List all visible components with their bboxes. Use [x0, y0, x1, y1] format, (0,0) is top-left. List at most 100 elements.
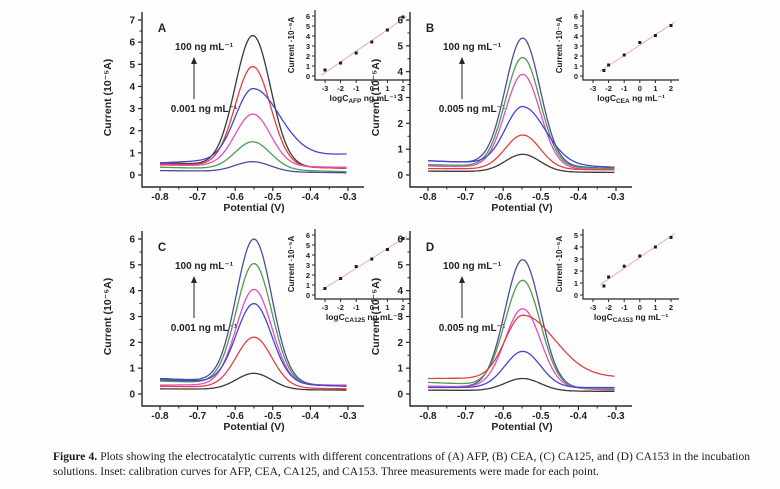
- x-tick-label: -0.3: [339, 192, 357, 203]
- x-tick-label: -0.7: [189, 411, 207, 422]
- x-tick-label: -0.4: [570, 411, 588, 422]
- x-tick-label: -0.8: [151, 192, 169, 203]
- voltammogram-curve-6: [428, 153, 615, 174]
- inset-y-tick-label: 5: [306, 241, 310, 250]
- panel-B: 0 1 2 3 4 5 6 -0.8 -0.7 -0.6 -0.5 -0.4 -0.3 Potential…: [322, 2, 679, 220]
- x-tick-label: -0.5: [264, 411, 282, 422]
- calibration-point-5: [653, 245, 657, 249]
- annotation-low-concentration: 0.005 ng mL⁻¹: [439, 104, 506, 115]
- calibration-point-1: [602, 284, 606, 288]
- inset-y-tick-label: 4: [306, 32, 311, 41]
- inset-x-tick-label: 2: [669, 303, 673, 312]
- inset-y-tick-label: 2: [306, 271, 310, 280]
- voltammogram-curve-6: [160, 161, 347, 174]
- y-tick-label: 1: [129, 148, 135, 159]
- y-tick-label: 1: [129, 364, 135, 375]
- inset-y-tick-label: 4: [574, 32, 579, 41]
- calibration-point-6: [669, 235, 673, 239]
- inset-y-tick-label: 2: [306, 52, 310, 61]
- x-tick-label: -0.3: [607, 192, 625, 203]
- inset-y-tick-label: 2: [574, 52, 578, 61]
- calibration-point-6: [401, 15, 405, 19]
- y-tick-label: 7: [129, 16, 135, 27]
- inset-y-tick-label: 0: [574, 72, 578, 81]
- inset-axes-frame: [582, 10, 679, 81]
- figure-caption: Figure 4. Plots showing the electrocatal…: [53, 450, 750, 480]
- calibration-point-4: [370, 257, 374, 261]
- voltammogram-curve-4: [428, 105, 615, 168]
- inset-x-axis-label: logCCEA ng mL⁻¹: [597, 93, 665, 105]
- inset-y-axis-label: Current ·10⁻⁵A: [555, 17, 564, 74]
- inset-y-tick-label: 2: [574, 267, 578, 276]
- axes-frame: [409, 12, 632, 188]
- x-tick-label: -0.4: [570, 192, 588, 203]
- y-tick-label: 6: [397, 16, 403, 27]
- panel-letter: B: [426, 23, 434, 35]
- inset-x-tick-label: -2: [605, 303, 612, 312]
- inset-x-tick-label: -3: [322, 303, 329, 312]
- inset-y-tick-label: 5: [574, 22, 578, 31]
- y-tick-label: 2: [129, 338, 135, 349]
- inset-y-tick-label: 6: [306, 231, 310, 240]
- x-tick-label: -0.8: [419, 192, 437, 203]
- annotation-arrow-head: [191, 276, 197, 283]
- inset-y-tick-label: 1: [306, 62, 310, 71]
- inset-calibration-chart: 0 1 2 3 4 5 -3 -2 -1 0 1 2 Current ·10⁻⁵A logCCA153 n…: [555, 229, 679, 324]
- y-axis-label: Current (10⁻⁵A): [102, 278, 114, 356]
- y-tick-label: 5: [397, 260, 403, 271]
- inset-x-tick-label: -3: [590, 303, 597, 312]
- x-tick-label: -0.7: [457, 192, 475, 203]
- x-axis-label: Potential (V): [223, 202, 284, 214]
- calibration-point-5: [385, 28, 389, 32]
- y-tick-label: 5: [397, 41, 403, 52]
- annotation-low-concentration: 0.001 ng mL⁻¹: [171, 104, 238, 115]
- inset-x-tick-label: -3: [322, 84, 329, 93]
- x-axis-label: Potential (V): [223, 421, 284, 433]
- figure-caption-text: Plots showing the electrocatalytic curre…: [53, 451, 750, 479]
- inset-y-tick-label: 0: [306, 72, 310, 81]
- y-tick-label: 4: [129, 82, 135, 93]
- calibration-point-4: [370, 40, 374, 44]
- inset-x-tick-label: 1: [385, 84, 389, 93]
- inset-y-tick-label: 0: [306, 291, 310, 300]
- y-tick-label: 3: [397, 93, 403, 104]
- inset-y-axis-label: Current ·10⁻⁵A: [287, 17, 296, 74]
- calibration-point-5: [653, 34, 657, 37]
- y-tick-label: 0: [397, 171, 403, 182]
- inset-x-tick-label: -2: [337, 84, 344, 93]
- y-tick-label: 6: [397, 235, 403, 246]
- x-tick-label: -0.5: [264, 192, 282, 203]
- inset-x-tick-label: 1: [653, 84, 657, 93]
- inset-x-axis-label: logCAFP ng mL⁻¹: [329, 93, 396, 105]
- y-tick-label: 3: [129, 104, 135, 115]
- inset-x-axis-label: logCCA125 ng mL⁻¹: [326, 312, 400, 324]
- inset-y-tick-label: 3: [306, 42, 310, 51]
- y-tick-label: 2: [397, 338, 403, 349]
- x-tick-label: -0.3: [607, 411, 625, 422]
- voltammogram-curve-5: [427, 134, 615, 171]
- inset-x-tick-label: 0: [638, 84, 642, 93]
- y-tick-label: 6: [129, 235, 135, 246]
- panel-letter: C: [158, 242, 166, 254]
- x-tick-label: -0.8: [151, 411, 169, 422]
- voltammogram-curve-5: [159, 336, 347, 390]
- annotation-high-concentration: 100 ng mL⁻¹: [175, 261, 234, 272]
- inset-x-tick-label: 0: [370, 303, 374, 312]
- inset-axes-frame: [314, 10, 411, 81]
- annotation-arrow-head: [459, 276, 465, 283]
- y-tick-label: 5: [129, 260, 135, 271]
- inset-x-tick-label: 0: [370, 84, 374, 93]
- x-tick-label: -0.4: [302, 411, 320, 422]
- calibration-fit-line: [599, 232, 676, 286]
- calibration-fit-line: [599, 21, 676, 72]
- inset-y-tick-label: 1: [574, 279, 578, 288]
- x-tick-label: -0.5: [532, 411, 550, 422]
- inset-x-tick-label: -1: [621, 84, 628, 93]
- x-tick-label: -0.5: [532, 192, 550, 203]
- inset-x-tick-label: 1: [653, 303, 657, 312]
